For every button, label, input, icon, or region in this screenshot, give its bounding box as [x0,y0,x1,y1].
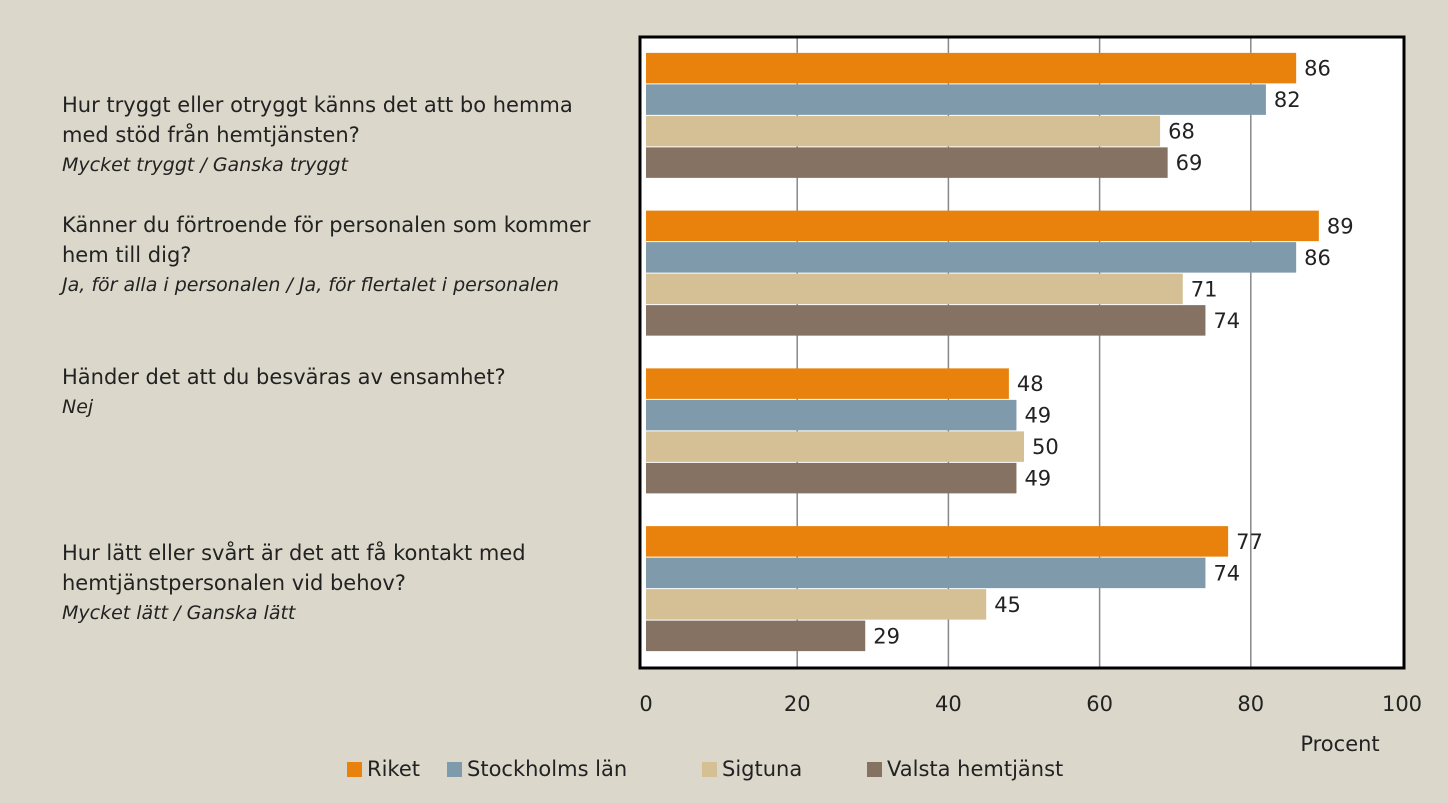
bar [646,557,1206,589]
legend-label: Stockholms län [467,757,627,781]
data-label: 74 [1213,561,1240,585]
legend-swatch [347,762,362,777]
question: Hur tryggt eller otryggt känns det att b… [62,93,573,147]
data-label: 71 [1191,277,1218,301]
data-label: 50 [1032,435,1059,459]
bar [646,589,987,620]
data-label: 86 [1304,57,1331,81]
x-tick-label: 100 [1382,692,1422,716]
data-label: 45 [994,593,1021,617]
x-tick-label: 20 [784,692,811,716]
x-tick-label: 40 [935,692,962,716]
bar [646,210,1319,242]
plot-border [638,35,1406,670]
bar [646,305,1206,336]
bar [646,242,1297,273]
x-tick-label: 80 [1237,692,1264,716]
x-tick-label: 0 [639,692,652,716]
category-label: Känner du förtroende för personalen som … [62,210,607,300]
data-label: 49 [1024,467,1051,491]
x-tick-label: 60 [1086,692,1113,716]
bar [646,52,1297,84]
answer: Nej [62,396,94,418]
bar [646,147,1168,178]
legend-swatch [447,762,462,777]
legend-label: Valsta hemtjänst [887,757,1063,781]
data-label: 49 [1024,404,1051,428]
data-label: 69 [1176,151,1203,175]
bar [646,399,1017,431]
category-label: Hur tryggt eller otryggt känns det att b… [62,90,607,180]
data-label: 82 [1274,88,1301,112]
bar [646,526,1229,557]
bar [646,115,1161,147]
bar [646,273,1183,305]
data-label: 77 [1236,530,1263,554]
legend-swatch [867,762,882,777]
legend-label: Riket [367,757,420,781]
question: Hur lätt eller svårt är det att få konta… [62,541,526,595]
bar [646,620,866,652]
answer: Ja, för alla i personalen / Ja, för fler… [62,274,559,296]
question: Känner du förtroende för personalen som … [62,213,591,267]
category-label: Hur lätt eller svårt är det att få konta… [62,538,607,628]
answer: Mycket lätt / Ganska lätt [62,602,296,624]
bar [646,368,1009,399]
x-axis-label: Procent [1300,732,1379,756]
bar [646,462,1017,494]
data-label: 48 [1017,372,1044,396]
legend-label: Sigtuna [722,757,802,781]
data-label: 68 [1168,120,1195,144]
category-label: Händer det att du besväras av ensamhet? N… [62,362,607,422]
bar [646,84,1266,115]
answer: Mycket tryggt / Ganska tryggt [62,154,348,176]
bar [646,431,1024,462]
data-label: 74 [1213,309,1240,333]
data-label: 86 [1304,246,1331,270]
legend-swatch [702,762,717,777]
data-label: 29 [873,624,900,648]
question: Händer det att du besväras av ensamhet? [62,365,506,389]
data-label: 89 [1327,214,1354,238]
